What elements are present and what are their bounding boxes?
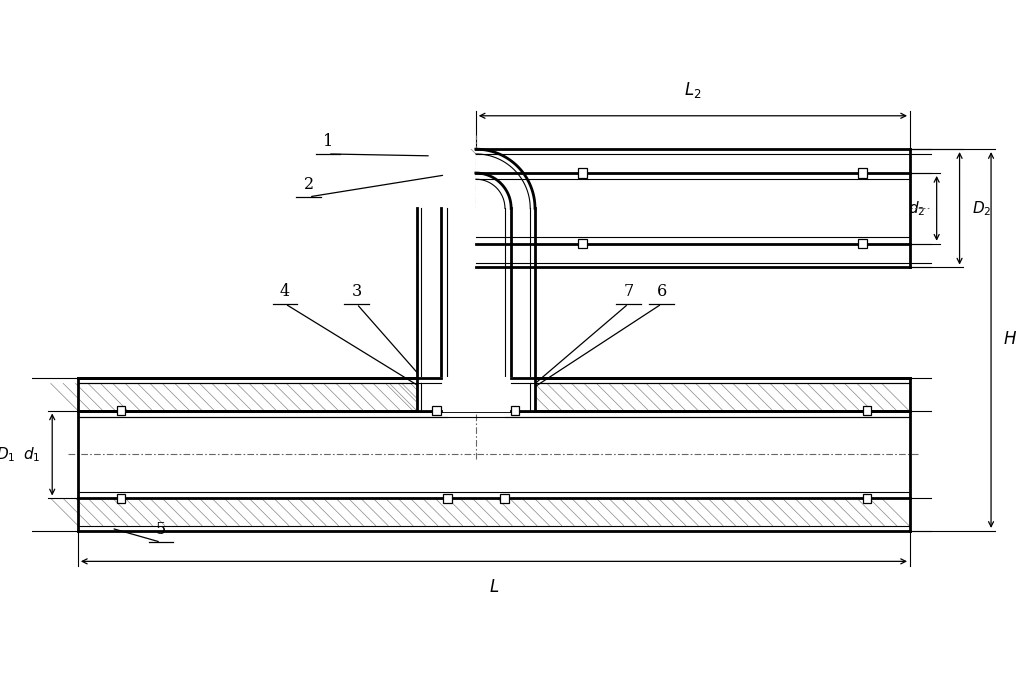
Bar xyxy=(511,406,519,415)
Polygon shape xyxy=(475,149,535,208)
Text: $D_2$: $D_2$ xyxy=(972,199,992,218)
Bar xyxy=(78,384,910,411)
Text: $d_1$: $d_1$ xyxy=(23,445,41,464)
Bar xyxy=(863,406,872,415)
Bar xyxy=(417,208,422,378)
Text: 6: 6 xyxy=(656,283,668,300)
Text: $d_2$: $d_2$ xyxy=(908,199,926,218)
Text: $L$: $L$ xyxy=(489,579,499,596)
Bar xyxy=(78,498,910,526)
Text: $D_1$: $D_1$ xyxy=(0,445,15,464)
Bar xyxy=(443,494,451,503)
Bar xyxy=(475,149,535,208)
Bar xyxy=(417,384,441,411)
Text: 2: 2 xyxy=(304,176,314,193)
Bar xyxy=(863,494,872,503)
Text: $L_2$: $L_2$ xyxy=(684,80,702,99)
Text: 7: 7 xyxy=(624,283,634,300)
Bar xyxy=(500,494,509,503)
Bar xyxy=(417,208,535,378)
Bar xyxy=(117,406,125,415)
Bar xyxy=(475,149,910,154)
Bar xyxy=(475,262,910,267)
Bar xyxy=(858,168,867,177)
Text: 4: 4 xyxy=(280,283,291,300)
Bar xyxy=(578,168,587,177)
Bar xyxy=(511,384,535,411)
Bar xyxy=(475,149,910,267)
Bar xyxy=(530,208,535,378)
Bar xyxy=(858,239,867,248)
Bar xyxy=(433,406,441,415)
Text: 5: 5 xyxy=(155,522,166,539)
Bar xyxy=(117,494,125,503)
Text: $H$: $H$ xyxy=(1004,332,1016,348)
Bar xyxy=(578,239,587,248)
Text: 3: 3 xyxy=(352,283,362,300)
Bar xyxy=(417,377,535,411)
Text: 1: 1 xyxy=(323,133,333,150)
